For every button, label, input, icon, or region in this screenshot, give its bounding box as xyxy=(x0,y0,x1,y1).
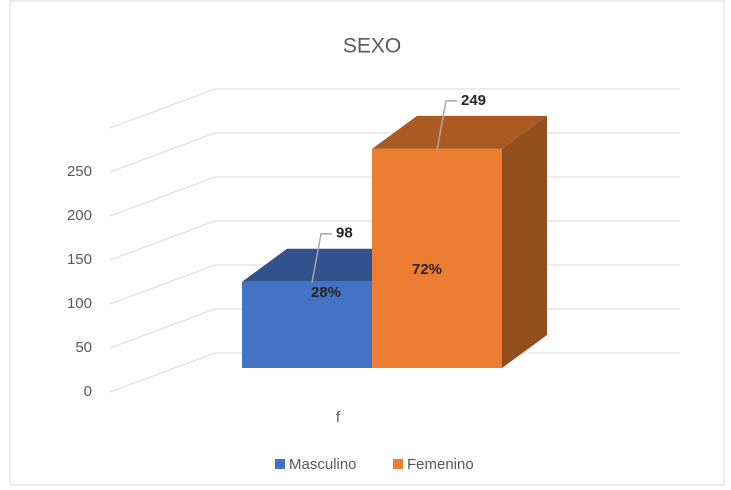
value-label: 249 xyxy=(461,92,486,109)
y-tick-label: 200 xyxy=(67,207,92,224)
legend-swatch xyxy=(275,459,285,469)
leader-line xyxy=(311,233,332,283)
value-label: 98 xyxy=(336,225,353,242)
chart-frame xyxy=(9,0,725,486)
legend-swatch xyxy=(393,459,403,469)
y-tick-label: 0 xyxy=(84,383,92,400)
share-label: 72% xyxy=(412,261,442,278)
y-tick-label: 250 xyxy=(67,163,92,180)
bar xyxy=(372,148,502,368)
grid-line xyxy=(109,352,680,393)
legend-label: Femenino xyxy=(407,456,474,473)
leader-line xyxy=(436,100,457,151)
x-tick-label: f xyxy=(336,409,341,426)
bar-top xyxy=(372,115,547,149)
chart-title: SEXO xyxy=(343,35,401,58)
legend-label: Masculino xyxy=(289,456,357,473)
share-label: 28% xyxy=(311,284,341,301)
y-tick-label: 100 xyxy=(67,295,92,312)
bar-side xyxy=(502,115,547,368)
y-tick-label: 150 xyxy=(67,251,92,268)
grid-line xyxy=(109,88,680,129)
bar xyxy=(242,281,372,368)
y-tick-label: 50 xyxy=(75,339,92,356)
